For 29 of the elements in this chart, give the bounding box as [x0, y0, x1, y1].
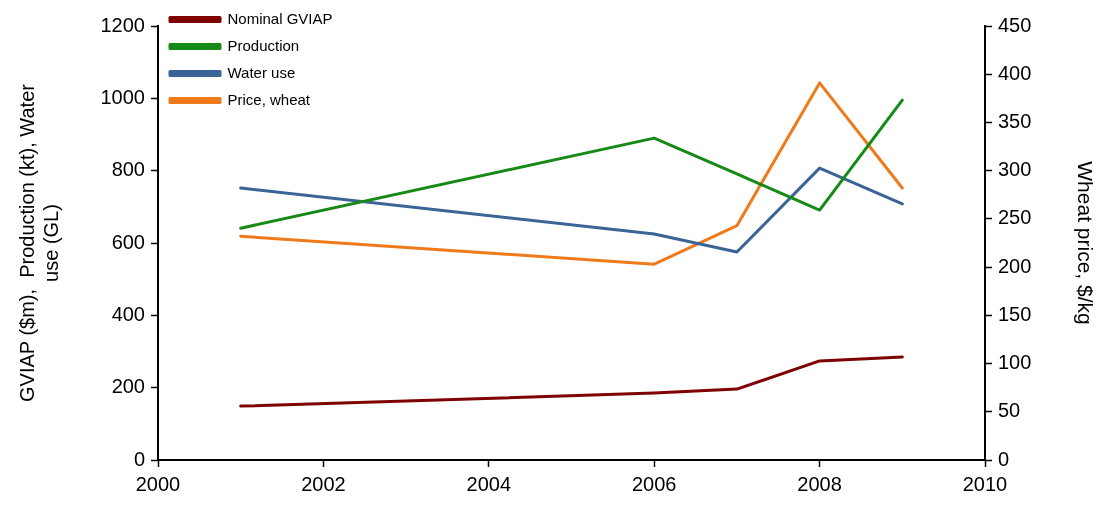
x-tick-label: 2002: [301, 472, 346, 495]
x-tick-label: 2008: [797, 472, 842, 495]
y2-tick-label: 50: [998, 399, 1021, 422]
y2-tick-label: 150: [998, 302, 1032, 325]
x-tick-label: 2000: [135, 472, 181, 495]
y2-tick-label: 450: [998, 13, 1032, 36]
y2-tick-label: 0: [998, 447, 1010, 470]
legend-label: Nominal GVIAP: [227, 9, 333, 27]
x-tick-label: 2004: [466, 472, 512, 495]
y2-tick-label: 250: [998, 206, 1032, 229]
y2-tick-label: 400: [998, 61, 1032, 84]
y-tick-label: 1000: [100, 85, 145, 108]
x-tick-label: 2006: [631, 472, 677, 495]
legend-label: Production: [227, 36, 300, 54]
y2-axis-title: Wheat price, $/kg: [1073, 161, 1097, 325]
legend-label: Price, wheat: [227, 90, 311, 108]
y-tick-label: 0: [133, 447, 145, 470]
y-tick-label: 400: [111, 302, 145, 325]
y-tick-label: 200: [111, 375, 145, 398]
x-tick-label: 2010: [962, 472, 1008, 495]
y-axis-title: GVIAP ($m), Production (kt), Water use (GL): [16, 83, 62, 402]
y2-tick-label: 200: [998, 254, 1032, 277]
y-tick-label: 600: [111, 230, 145, 253]
y-tick-label: 1200: [100, 13, 145, 36]
y2-tick-label: 350: [998, 109, 1032, 132]
y-tick-label: 800: [111, 158, 145, 181]
y2-tick-label: 300: [998, 158, 1032, 181]
legend-label: Water use: [227, 63, 296, 81]
y2-tick-label: 100: [998, 351, 1032, 374]
